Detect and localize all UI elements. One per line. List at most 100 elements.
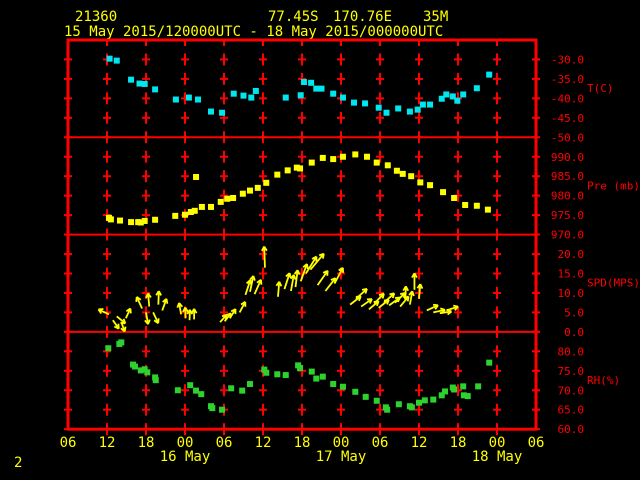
station-elevation: 35M [423,9,449,25]
data-point-temperature [128,76,135,83]
data-point-pressure [198,203,205,210]
data-point-pressure [293,164,300,171]
wind-arrow [360,298,373,308]
data-point-temperature [395,105,402,112]
data-point-temperature [230,90,237,97]
data-point-relative_humidity [339,383,346,390]
data-point-relative_humidity [141,366,148,373]
panel-unit-label: Pre (mb) [587,179,640,192]
data-point-pressure [152,216,159,223]
y-axis-tick-label: -40.0 [551,92,584,105]
data-point-temperature [375,104,382,111]
data-point-temperature [248,94,255,101]
x-axis-hour-label: 18 [450,435,467,451]
data-point-pressure [364,153,370,160]
wind-arrow [316,269,329,286]
data-point-pressure [384,162,391,169]
data-point-temperature [240,92,247,99]
data-point-temperature [473,85,480,92]
data-point-pressure [319,154,326,161]
data-point-pressure [308,159,315,166]
y-axis-tick-label: -35.0 [551,73,584,86]
wind-arrow [253,278,263,295]
x-axis-hour-label: 00 [333,435,350,451]
data-point-temperature [313,85,320,92]
data-point-temperature [152,86,159,93]
wind-arrow [399,295,410,308]
time-range-label: 15 May 2015/120000UTC - 18 May 2015/0000… [64,24,444,40]
data-point-relative_humidity [430,396,437,403]
wind-arrow [112,319,120,330]
data-point-pressure [274,171,281,178]
data-point-temperature [195,96,201,103]
wind-arrow [309,252,325,271]
data-point-relative_humidity [137,367,144,374]
data-point-temperature [443,91,450,98]
wind-arrow [152,312,160,325]
data-point-relative_humidity [187,382,194,389]
data-point-relative_humidity [198,391,205,398]
data-point-pressure [484,206,491,213]
y-axis-tick-label: 10.0 [558,287,585,300]
data-point-relative_humidity [460,383,467,390]
data-point-relative_humidity [274,371,281,378]
data-point-relative_humidity [464,393,471,400]
wind-arrow [135,296,143,309]
data-point-temperature [427,101,434,108]
wind-arrow [144,312,151,325]
data-point-relative_humidity [297,365,304,372]
data-point-relative_humidity [313,375,320,382]
y-axis-tick-label: 5.0 [564,306,584,319]
wind-arrow [120,321,127,333]
data-point-pressure [247,187,253,194]
data-point-relative_humidity [105,345,112,352]
data-point-pressure [141,217,148,224]
data-point-pressure [182,211,188,218]
wind-arrow [161,298,169,311]
data-point-temperature [219,109,226,116]
wind-arrow [416,283,424,299]
wind-arrow [275,281,283,297]
data-point-temperature [172,96,179,103]
data-point-temperature [414,106,421,113]
data-point-relative_humidity [319,373,326,380]
data-point-relative_humidity [438,392,445,399]
data-point-pressure [339,153,346,160]
data-point-relative_humidity [330,381,337,388]
wind-arrow [305,255,318,274]
data-point-relative_humidity [247,381,253,388]
data-point-relative_humidity [308,368,315,375]
data-point-pressure [417,179,424,186]
data-point-relative_humidity [408,404,415,411]
data-point-pressure [263,179,270,186]
data-point-temperature [419,101,426,108]
wind-arrow [97,308,110,316]
page-indicator: 2 [14,455,23,471]
y-axis-tick-label: 60.0 [558,423,585,436]
data-point-relative_humidity [486,359,493,366]
data-point-relative_humidity [395,401,402,408]
data-point-pressure [239,190,246,197]
y-axis-tick-label: 15.0 [558,268,585,281]
wind-arrow [190,308,198,320]
x-axis-hour-label: 00 [177,435,194,451]
data-point-pressure [208,203,214,210]
data-point-temperature [282,94,289,101]
panel-unit-label: SPD(MPS) [587,277,640,290]
station-latitude: 77.45S [268,9,319,25]
x-axis-date-label: 16 May [160,449,211,465]
y-axis-tick-label: 985.0 [551,170,584,183]
y-axis-tick-label: 80.0 [558,345,585,358]
data-point-temperature [318,85,325,92]
data-point-temperature [106,55,113,62]
panel-unit-label: T(C) [587,82,614,95]
wind-arrow [333,267,344,285]
wind-arrow [125,307,132,319]
wind-arrow [324,277,337,292]
data-point-relative_humidity [263,369,270,376]
station-id: 21360 [75,9,118,25]
data-point-pressure [408,173,415,180]
data-point-pressure [230,194,237,201]
data-point-pressure [187,208,194,215]
